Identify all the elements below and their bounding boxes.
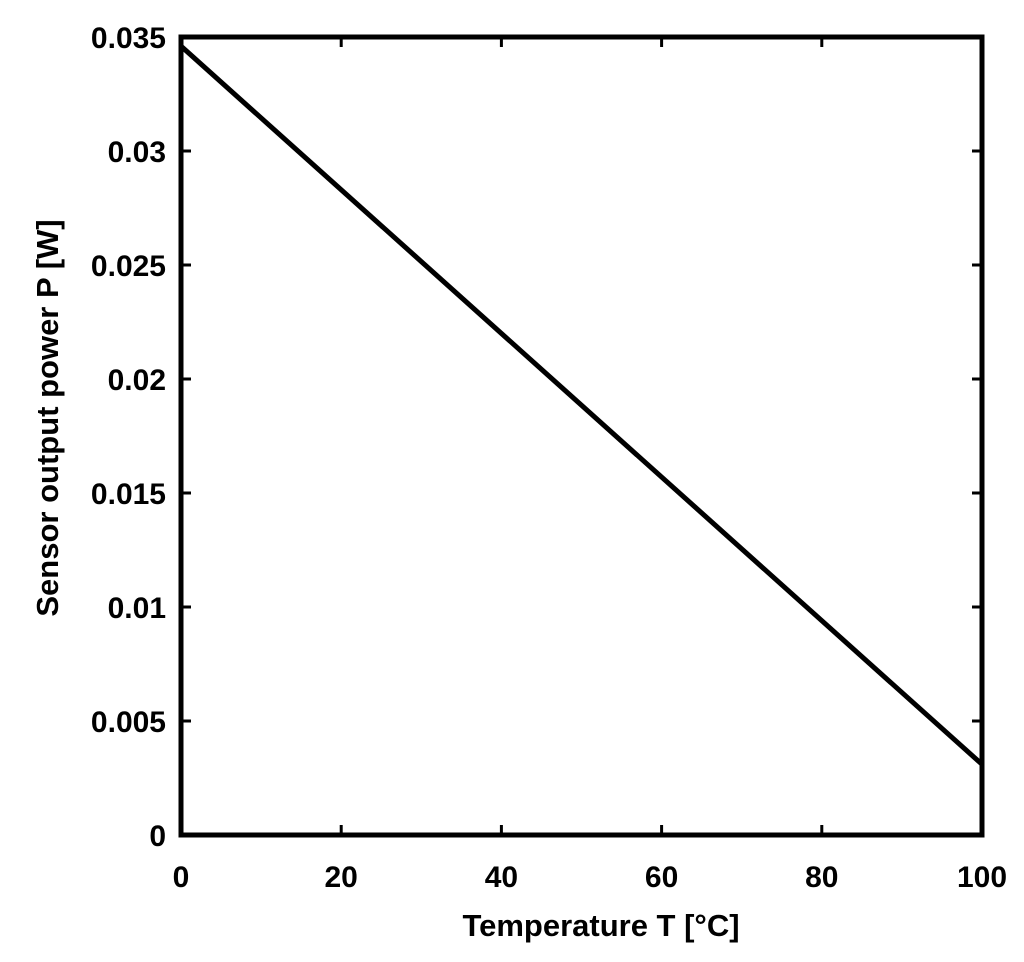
plot-area — [181, 37, 982, 835]
x-tick-label: 100 — [957, 861, 1007, 894]
y-tick-label: 0 — [149, 820, 166, 853]
x-tick-label: 80 — [805, 861, 838, 894]
x-tick-labels: 0 20 40 60 80 100 — [173, 861, 1007, 894]
x-tick-label: 20 — [325, 861, 358, 894]
y-tick-label: 0.035 — [91, 22, 166, 55]
x-tick-label: 0 — [173, 861, 190, 894]
y-tick-label: 0.025 — [91, 250, 166, 283]
x-axis-title: Temperature T [°C] — [462, 908, 739, 943]
x-tick-label: 60 — [645, 861, 678, 894]
data-line — [179, 44, 984, 767]
y-tick-label: 0.005 — [91, 706, 166, 739]
y-tick-label: 0.01 — [108, 592, 166, 625]
y-tick-labels: 0 0.005 0.01 0.015 0.02 0.025 0.03 0.035 — [91, 22, 166, 853]
y-tick-label: 0.03 — [108, 136, 166, 169]
y-axis-title: Sensor output power P [W] — [30, 219, 65, 616]
x-tick-label: 40 — [485, 861, 518, 894]
y-tick-label: 0.015 — [91, 478, 166, 511]
plot-frame — [178, 34, 985, 838]
series-layer — [179, 44, 984, 767]
y-tick-label: 0.02 — [108, 364, 166, 397]
